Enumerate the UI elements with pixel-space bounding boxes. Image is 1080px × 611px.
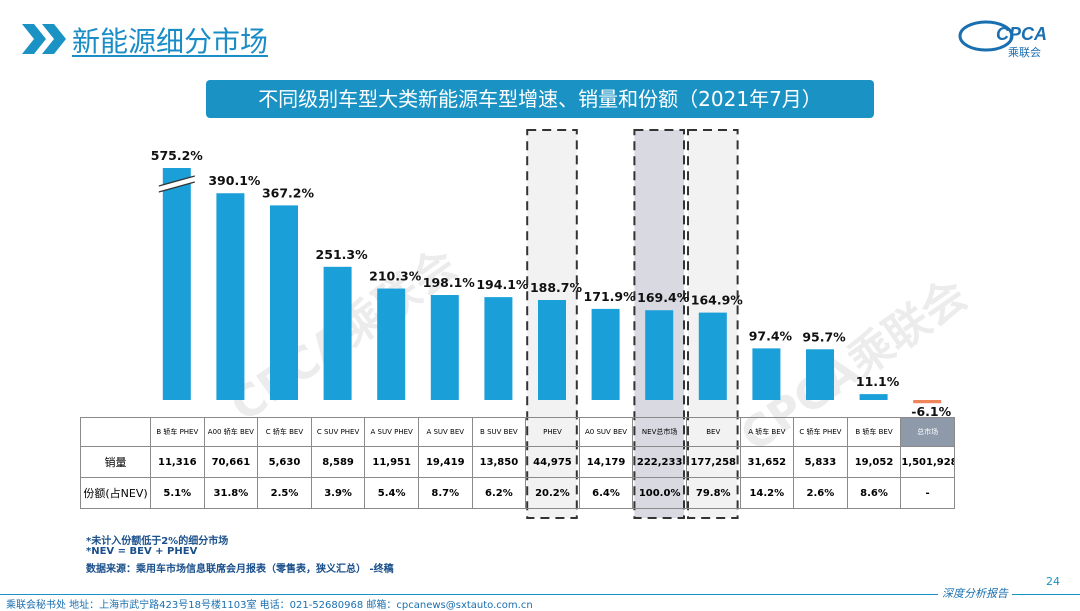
table-row-label: 份额(占NEV) <box>80 477 151 509</box>
data-label-13: 11.1% <box>856 374 900 389</box>
footnote-nev-definition: *NEV = BEV + PHEV <box>86 546 198 557</box>
table-cell: 5.1% <box>150 477 205 509</box>
data-label-6: 194.1% <box>476 277 529 292</box>
bar-0 <box>162 168 191 400</box>
table-row: 销量 11,316 70,661 5,630 8,589 11,951 19,419 13,8… <box>80 446 955 478</box>
data-label-10: 164.9% <box>691 293 744 308</box>
bar-5 <box>430 295 459 400</box>
table-cell: 1,501,928 <box>900 446 955 478</box>
table-header-cell: B 轿车 PHEV <box>150 417 205 447</box>
data-label-9: 169.4% <box>637 290 690 305</box>
bar-7 <box>538 299 566 400</box>
table-header-cell: A00 轿车 BEV <box>203 417 259 447</box>
bar-1 <box>216 193 245 400</box>
table-cell: 5,630 <box>257 446 312 478</box>
table-corner-cell <box>80 417 151 447</box>
table-header-cell: A0 SUV BEV <box>578 417 634 447</box>
bar-3 <box>323 266 352 400</box>
table-cell: 8,589 <box>310 446 366 478</box>
table-row: 份额(占NEV) 5.1% 31.8% 2.5% 3.9% 5.4% 8.7% 6.2% 20.… <box>80 477 955 509</box>
data-label-11: 97.4% <box>749 328 793 343</box>
table-cell: 8.6% <box>846 477 902 509</box>
bar-11 <box>752 348 781 400</box>
table-header-cell: B 轿车 BEV <box>846 417 902 447</box>
bar-12 <box>806 349 834 400</box>
bar-13 <box>859 394 888 400</box>
table-cell: 19,052 <box>846 446 902 478</box>
footnote-source: 数据来源：乘用车市场信息联席会月报表（零售表，狭义汇总） -终稿 <box>86 564 394 575</box>
table-cell: 31,652 <box>739 446 795 478</box>
table-cell: 20.2% <box>525 477 580 509</box>
data-label-4: 210.3% <box>369 269 422 284</box>
table-cell: 222,233 <box>632 446 687 478</box>
logo-text: CPCA <box>996 24 1047 44</box>
axis-break-mark <box>158 175 195 193</box>
footnote-share: *未计入份额低于2%的细分市场 <box>86 536 229 547</box>
table-cell: - <box>900 477 955 509</box>
bar-10 <box>698 312 727 400</box>
table-cell: 13,850 <box>471 446 527 478</box>
bar-8 <box>591 308 620 400</box>
table-header-cell: A SUV PHEV <box>364 417 419 447</box>
data-label-5: 198.1% <box>423 275 476 290</box>
bar-6 <box>484 297 513 400</box>
table-header-cell: PHEV <box>525 417 580 447</box>
report-tag: 深度分析报告 <box>938 585 1012 601</box>
table-header-cell: A 轿车 BEV <box>739 417 795 447</box>
table-cell: 100.0% <box>632 477 687 509</box>
table-cell: 14.2% <box>739 477 795 509</box>
double-chevron-icon <box>22 24 66 54</box>
chart-title-banner: 不同级别车型大类新能源车型增速、销量和份额（2021年7月） <box>206 80 874 118</box>
bar-14 <box>913 400 942 404</box>
table-cell: 3.9% <box>310 477 366 509</box>
table-header-cell: A SUV BEV <box>417 417 473 447</box>
table-header-cell: C 轿车 PHEV <box>793 417 848 447</box>
page-number: 24 <box>1046 575 1060 588</box>
footer-contact: 乘联会秘书处 地址：上海市武宁路423号18号楼1103室 电话：021-526… <box>6 600 533 611</box>
table-cell: 31.8% <box>203 477 259 509</box>
cpca-logo: CPCA 乘联会 <box>958 20 1047 59</box>
data-table: B 轿车 PHEV A00 轿车 BEV C 轿车 BEV C SUV PHEV A S… <box>80 417 955 509</box>
table-header-cell: B SUV BEV <box>471 417 527 447</box>
table-header-cell: 总市场 <box>900 417 955 447</box>
table-header-cell: NEV总市场 <box>632 417 687 447</box>
data-label-1: 390.1% <box>208 173 261 188</box>
table-cell: 19,419 <box>417 446 473 478</box>
table-header-cell: C 轿车 BEV <box>257 417 312 447</box>
table-header-cell: BEV <box>685 417 741 447</box>
bar-4 <box>377 288 406 400</box>
table-cell: 11,316 <box>150 446 205 478</box>
logo-subtitle: 乘联会 <box>1008 46 1041 59</box>
table-cell: 8.7% <box>417 477 473 509</box>
table-cell: 14,179 <box>578 446 634 478</box>
table-cell: 6.4% <box>578 477 634 509</box>
table-cell: 2.5% <box>257 477 312 509</box>
table-cell: 5,833 <box>793 446 848 478</box>
data-label-0: 575.2% <box>151 148 204 163</box>
table-cell: 6.2% <box>471 477 527 509</box>
data-label-3: 251.3% <box>316 247 369 262</box>
table-cell: 70,661 <box>203 446 259 478</box>
data-label-2: 367.2% <box>262 185 315 200</box>
footer-divider <box>0 594 1080 595</box>
data-label-7: 188.7% <box>530 280 583 295</box>
table-cell: 5.4% <box>364 477 419 509</box>
page-title: 新能源细分市场 <box>72 25 269 58</box>
table-cell: 177,258 <box>685 446 741 478</box>
table-cell: 11,951 <box>364 446 419 478</box>
table-header-row: B 轿车 PHEV A00 轿车 BEV C 轿车 BEV C SUV PHEV A S… <box>80 417 955 447</box>
data-label-12: 95.7% <box>802 329 846 344</box>
data-label-8: 171.9% <box>584 289 637 304</box>
table-cell: 2.6% <box>793 477 848 509</box>
table-cell: 79.8% <box>685 477 741 509</box>
table-row-label: 销量 <box>80 446 151 478</box>
table-cell: 44,975 <box>525 446 580 478</box>
bar-9 <box>645 310 674 400</box>
table-header-cell: C SUV PHEV <box>310 417 366 447</box>
bar-2 <box>270 205 298 400</box>
data-label-14: -6.1% <box>911 404 951 419</box>
